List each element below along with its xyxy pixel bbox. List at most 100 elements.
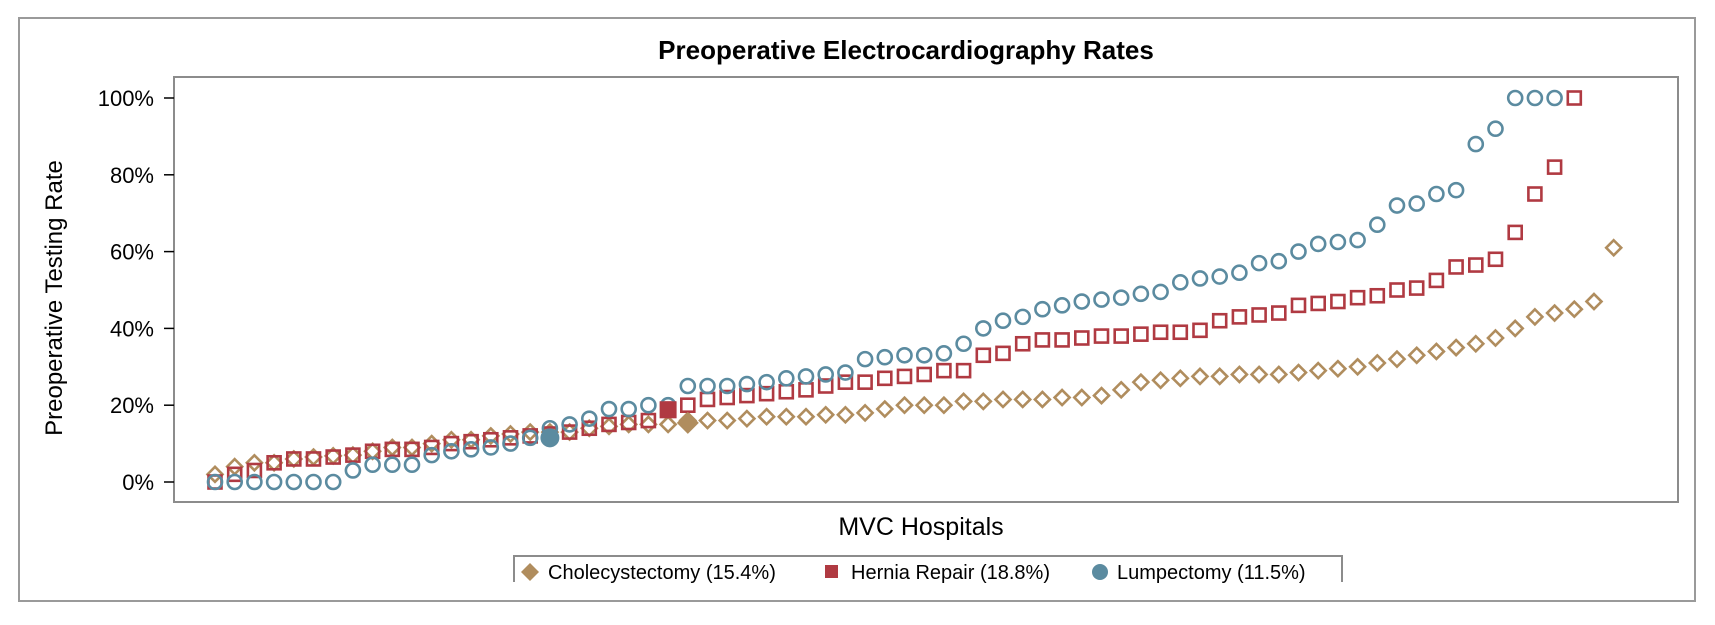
legend-marker-cholecystectomy	[521, 563, 539, 581]
data-point-hernia-repair	[1330, 293, 1346, 310]
data-point-cholecystectomy	[205, 464, 225, 484]
data-point-lumpectomy	[383, 456, 401, 474]
y-axis: 0% 20% 40% 60% 80% 100%	[98, 86, 174, 495]
data-point-lumpectomy	[718, 377, 736, 395]
data-point-hernia-repair	[266, 454, 282, 471]
data-point-hernia-repair	[423, 439, 440, 456]
data-point-cholecystectomy	[1052, 388, 1072, 407]
data-point-hernia-repair	[1468, 257, 1484, 273]
data-point-cholecystectomy	[1466, 334, 1486, 354]
data-point-hernia-repair	[896, 368, 913, 385]
data-point-lumpectomy	[1526, 89, 1544, 107]
outer-frame	[18, 17, 1696, 602]
data-point-hernia-repair	[345, 447, 361, 463]
summary-point-hernia-repair	[659, 401, 677, 419]
data-point-cholecystectomy	[1131, 372, 1151, 392]
data-point-cholecystectomy	[1427, 342, 1446, 361]
data-marks	[205, 89, 1624, 491]
data-point-hernia-repair	[1408, 280, 1425, 296]
data-point-hernia-repair	[463, 433, 479, 450]
data-point-lumpectomy	[1290, 243, 1307, 260]
data-point-lumpectomy	[226, 473, 243, 491]
data-point-lumpectomy	[1329, 233, 1347, 251]
data-point-cholecystectomy	[245, 453, 264, 473]
data-point-hernia-repair	[1133, 326, 1149, 342]
data-point-hernia-repair	[817, 378, 834, 394]
data-point-hernia-repair	[1074, 330, 1090, 346]
data-point-cholecystectomy	[836, 405, 855, 425]
data-point-lumpectomy	[580, 410, 598, 427]
data-point-hernia-repair	[1290, 297, 1307, 314]
data-point-lumpectomy	[1172, 274, 1189, 291]
data-point-lumpectomy	[679, 377, 697, 395]
data-point-cholecystectomy	[855, 403, 875, 423]
data-point-cholecystectomy	[895, 395, 914, 415]
data-point-cholecystectomy	[1525, 307, 1545, 327]
data-point-hernia-repair	[482, 431, 499, 448]
data-point-lumpectomy	[797, 368, 815, 385]
data-point-lumpectomy	[777, 370, 795, 387]
data-point-cholecystectomy	[599, 416, 619, 436]
data-point-hernia-repair	[1566, 90, 1583, 106]
data-point-cholecystectomy	[993, 390, 1013, 409]
data-point-lumpectomy	[285, 473, 303, 491]
data-point-lumpectomy	[876, 348, 894, 366]
data-point-lumpectomy	[344, 462, 362, 479]
data-point-cholecystectomy	[1289, 363, 1308, 382]
data-point-cholecystectomy	[1249, 365, 1269, 384]
data-point-lumpectomy	[324, 473, 342, 491]
data-point-lumpectomy	[1053, 297, 1071, 314]
data-point-cholecystectomy	[1230, 365, 1249, 384]
y-tick-label: 80%	[110, 163, 154, 188]
data-point-cholecystectomy	[1013, 390, 1033, 409]
data-point-hernia-repair	[679, 397, 696, 414]
data-point-hernia-repair	[443, 435, 460, 452]
data-point-hernia-repair	[955, 362, 972, 379]
data-point-lumpectomy	[1467, 135, 1485, 153]
data-point-cholecystectomy	[1111, 380, 1131, 400]
data-point-cholecystectomy	[1486, 328, 1505, 348]
data-point-cholecystectomy	[1545, 303, 1564, 323]
summary-point-cholecystectomy	[676, 411, 699, 434]
data-point-hernia-repair	[1428, 272, 1445, 289]
data-point-lumpectomy	[1447, 181, 1465, 199]
data-point-hernia-repair	[561, 424, 578, 440]
data-point-hernia-repair	[1211, 312, 1228, 329]
data-point-hernia-repair	[1389, 282, 1405, 298]
data-point-lumpectomy	[1349, 231, 1366, 249]
data-point-hernia-repair	[1487, 251, 1504, 268]
data-point-lumpectomy	[600, 400, 618, 418]
data-point-lumpectomy	[915, 346, 933, 364]
legend-frame	[513, 555, 1343, 582]
data-point-hernia-repair	[857, 374, 873, 390]
data-point-hernia-repair	[739, 387, 755, 404]
data-point-lumpectomy	[1428, 185, 1445, 203]
data-point-lumpectomy	[1211, 268, 1228, 285]
chart-title: Preoperative Electrocardiography Rates	[658, 35, 1154, 65]
data-point-hernia-repair	[305, 451, 322, 467]
data-point-hernia-repair	[1152, 324, 1169, 341]
data-point-lumpectomy	[521, 429, 539, 447]
data-point-cholecystectomy	[1584, 292, 1604, 311]
data-point-lumpectomy	[403, 456, 421, 474]
legend-marker-hernia-repair	[825, 565, 838, 578]
data-point-cholecystectomy	[954, 392, 973, 411]
data-point-cholecystectomy	[639, 415, 658, 434]
data-point-hernia-repair	[1448, 259, 1464, 275]
data-point-lumpectomy	[837, 364, 854, 381]
data-point-lumpectomy	[1309, 235, 1327, 253]
data-point-hernia-repair	[995, 345, 1011, 362]
data-point-cholecystectomy	[619, 415, 639, 434]
data-point-lumpectomy	[935, 345, 953, 362]
data-point-cholecystectomy	[1269, 365, 1289, 384]
data-point-lumpectomy	[462, 441, 480, 458]
data-point-hernia-repair	[1546, 159, 1563, 175]
data-point-lumpectomy	[620, 400, 638, 418]
data-point-lumpectomy	[502, 435, 519, 452]
data-point-lumpectomy	[1388, 197, 1406, 214]
y-tick-label: 20%	[110, 393, 154, 418]
summary-point-lumpectomy	[540, 428, 560, 448]
data-point-lumpectomy	[1073, 293, 1091, 310]
data-point-lumpectomy	[1250, 254, 1268, 272]
